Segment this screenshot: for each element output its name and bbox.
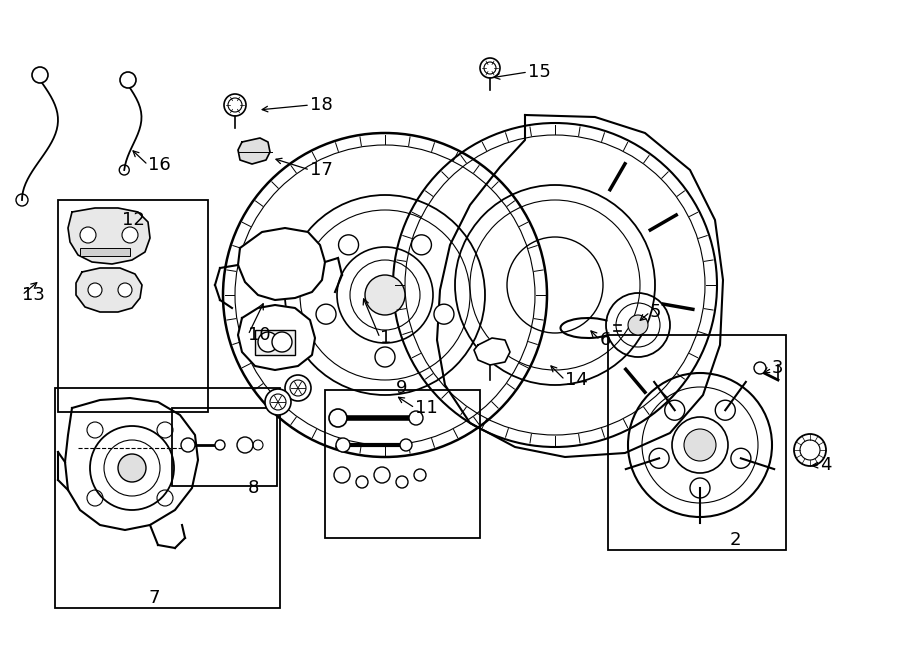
Circle shape [690, 478, 710, 498]
Polygon shape [238, 138, 270, 164]
Text: 8: 8 [248, 479, 259, 497]
Bar [55, 388, 280, 608]
Circle shape [374, 467, 390, 483]
Circle shape [316, 304, 336, 324]
Bar [172, 408, 277, 486]
Circle shape [334, 467, 350, 483]
Circle shape [375, 347, 395, 367]
Circle shape [754, 362, 766, 374]
Circle shape [794, 434, 826, 466]
Text: 10: 10 [248, 326, 271, 344]
Polygon shape [474, 338, 510, 365]
Circle shape [32, 67, 48, 83]
Circle shape [88, 283, 102, 297]
Polygon shape [238, 305, 315, 370]
Circle shape [120, 72, 136, 88]
Text: 2: 2 [730, 531, 742, 549]
Text: 14: 14 [565, 371, 588, 389]
Text: 11: 11 [415, 399, 437, 417]
Circle shape [285, 375, 311, 401]
Circle shape [396, 476, 408, 488]
Circle shape [329, 409, 347, 427]
Bar [80, 248, 130, 256]
Text: 3: 3 [772, 359, 784, 377]
Text: 13: 13 [22, 286, 45, 304]
Circle shape [716, 400, 735, 420]
Polygon shape [437, 115, 723, 457]
Circle shape [215, 440, 225, 450]
Text: 12: 12 [122, 211, 145, 229]
Polygon shape [76, 268, 142, 312]
Circle shape [411, 235, 431, 255]
Circle shape [118, 454, 146, 482]
Circle shape [409, 411, 423, 425]
Circle shape [272, 332, 292, 352]
Circle shape [365, 275, 405, 315]
Circle shape [336, 438, 350, 452]
Bar [608, 335, 786, 550]
Text: 6: 6 [600, 331, 611, 349]
Text: 1: 1 [380, 329, 392, 347]
Circle shape [265, 389, 291, 415]
Bar [58, 200, 208, 412]
Circle shape [118, 283, 132, 297]
Text: 15: 15 [528, 63, 551, 81]
Polygon shape [238, 228, 325, 300]
Circle shape [181, 438, 195, 452]
Text: 5: 5 [650, 303, 662, 321]
Circle shape [628, 315, 648, 335]
Circle shape [80, 227, 96, 243]
Circle shape [237, 437, 253, 453]
Circle shape [731, 448, 751, 468]
Circle shape [665, 400, 685, 420]
Circle shape [224, 94, 246, 116]
Circle shape [400, 439, 412, 451]
Circle shape [122, 227, 138, 243]
Circle shape [356, 476, 368, 488]
Circle shape [414, 469, 426, 481]
Circle shape [649, 448, 669, 468]
Polygon shape [68, 208, 150, 264]
Text: 18: 18 [310, 96, 333, 114]
Circle shape [258, 332, 278, 352]
Text: 4: 4 [820, 456, 832, 474]
Circle shape [684, 429, 716, 461]
Bar [255, 330, 295, 355]
Text: 7: 7 [148, 589, 159, 607]
Text: 16: 16 [148, 156, 171, 174]
Text: 17: 17 [310, 161, 333, 179]
Circle shape [434, 304, 454, 324]
Bar [325, 390, 480, 538]
Circle shape [480, 58, 500, 78]
Polygon shape [65, 398, 198, 530]
Circle shape [338, 235, 358, 255]
Text: 9: 9 [396, 379, 408, 397]
